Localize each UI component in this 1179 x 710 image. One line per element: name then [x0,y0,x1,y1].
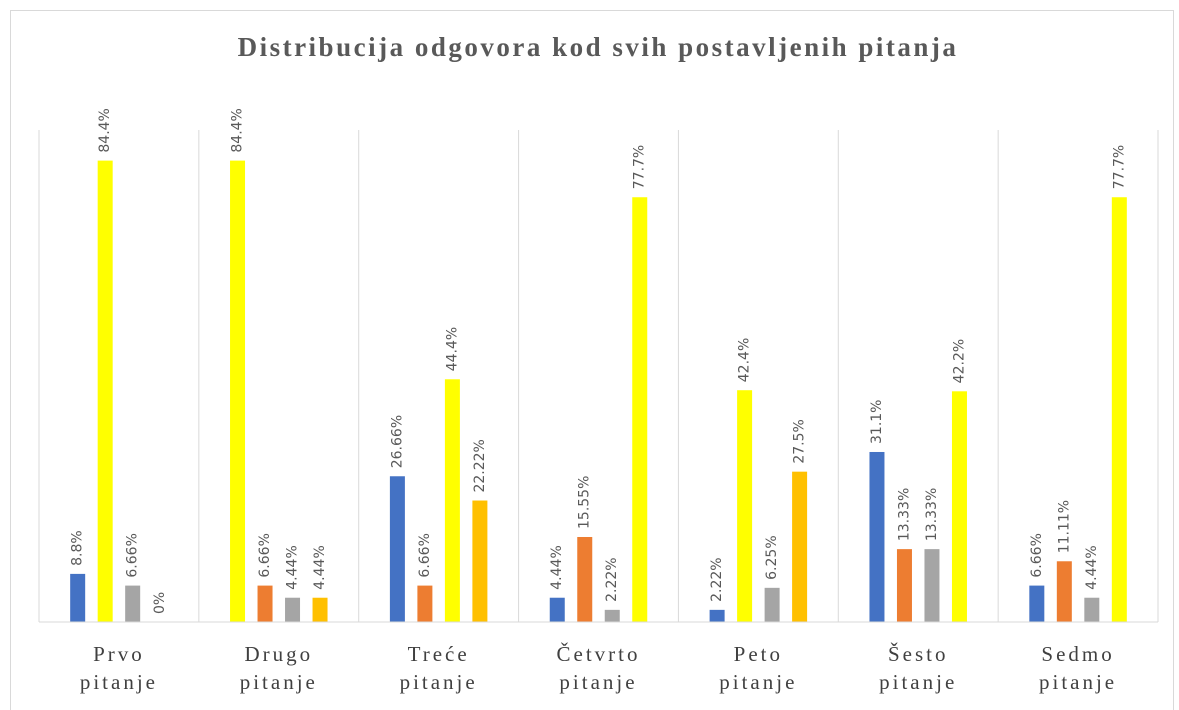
category-label: Sedmo pitanje [1038,642,1118,694]
bar [792,471,808,622]
bar [577,536,593,622]
data-label: 2.22% [709,557,725,601]
bar [951,391,967,622]
data-label: 4.44% [549,545,565,589]
category-label: Prvo pitanje [79,642,158,694]
data-label: 11.11% [1056,500,1072,553]
category-label: Četvrto pitanje [556,642,641,694]
chart-border [10,10,1174,710]
bar [285,597,301,622]
bar [417,585,433,622]
data-label: 8.8% [70,530,86,566]
bar [1056,561,1072,622]
bar [230,160,246,622]
data-label: 4.44% [312,545,328,589]
data-label: 84.4% [97,108,113,152]
data-label: 13.33% [896,488,912,541]
bar [1111,197,1127,623]
data-label: 42.2% [951,339,967,383]
bar [549,597,565,622]
bar [737,390,753,622]
bar [604,609,620,622]
bar [1084,597,1100,622]
bar [1029,585,1045,622]
data-label: 6.66% [417,533,433,577]
bar [312,597,328,622]
data-label: 77.7% [1111,145,1127,189]
data-label: 26.66% [389,415,405,468]
bar [709,609,725,622]
data-label: 42.4% [737,338,753,382]
bar [125,585,141,622]
bar [70,573,86,622]
data-label: 27.5% [792,419,808,463]
bar [97,160,113,622]
bar [869,451,885,622]
bar [924,549,940,622]
data-label: 0% [152,592,168,614]
data-label: 2.22% [604,557,620,601]
data-label: 44.4% [444,327,460,371]
data-label: 4.44% [285,545,301,589]
category-label: Drugo pitanje [239,642,318,694]
category-label: Treće pitanje [399,642,478,694]
data-label: 4.44% [1084,545,1100,589]
bar [444,379,460,622]
bar [389,476,405,622]
data-label: 13.33% [924,488,940,541]
bar [472,500,488,622]
data-label: 15.55% [577,476,593,529]
data-label: 6.66% [257,533,273,577]
data-label: 6.25% [764,535,780,579]
data-label: 6.66% [1029,533,1045,577]
data-label: 77.7% [632,145,648,189]
category-label: Šesto pitanje [879,642,958,694]
data-label: 31.1% [869,400,885,444]
bar [764,587,780,622]
data-label: 6.66% [125,533,141,577]
bar [632,197,648,623]
data-label: 22.22% [472,439,488,492]
category-label: Peto pitanje [719,642,798,694]
chart-title: Distribucija odgovora kod svih postavlje… [238,32,959,62]
bar [257,585,273,622]
data-label: 84.4% [230,108,246,152]
bar [896,549,912,622]
